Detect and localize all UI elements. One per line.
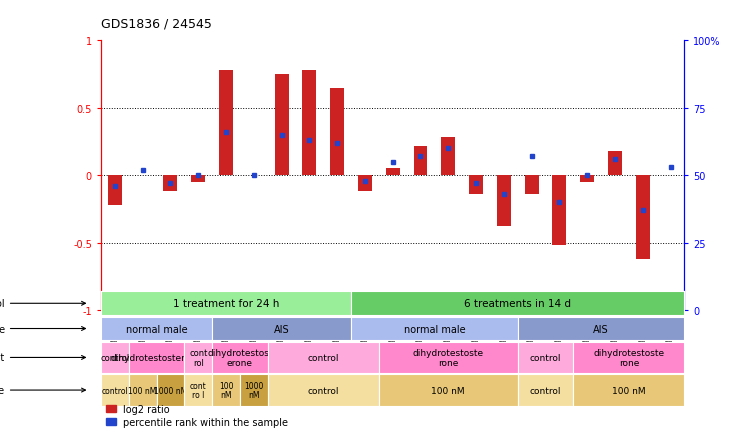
- Text: GDS1836 / 24545: GDS1836 / 24545: [101, 17, 212, 30]
- Text: 1000
nM: 1000 nM: [244, 381, 263, 399]
- Bar: [524, 176, 539, 194]
- Text: control: control: [307, 353, 339, 362]
- Bar: [386, 169, 399, 176]
- Text: disease state: disease state: [0, 324, 85, 334]
- Bar: [636, 176, 650, 259]
- Text: 100 nM: 100 nM: [612, 386, 646, 395]
- Text: dihydrotestoste
rone: dihydrotestoste rone: [413, 349, 484, 367]
- Text: cont
ro l: cont ro l: [190, 381, 206, 399]
- Bar: [553, 176, 566, 246]
- Bar: [164, 176, 177, 192]
- Bar: [497, 176, 511, 227]
- Bar: [414, 146, 427, 176]
- Text: 1 treatment for 24 h: 1 treatment for 24 h: [173, 299, 279, 309]
- Text: control: control: [530, 353, 561, 362]
- Bar: [191, 176, 205, 182]
- Bar: [275, 75, 289, 176]
- Text: AIS: AIS: [593, 324, 609, 334]
- Legend: log2 ratio, percentile rank within the sample: log2 ratio, percentile rank within the s…: [105, 404, 288, 427]
- Bar: [580, 176, 594, 182]
- Text: dose: dose: [0, 385, 85, 395]
- Text: 6 treatments in 14 d: 6 treatments in 14 d: [465, 299, 571, 309]
- Text: normal male: normal male: [404, 324, 465, 334]
- Text: dihydrotestoste
rone: dihydrotestoste rone: [593, 349, 664, 367]
- Text: dihydrotestosterone: dihydrotestosterone: [111, 353, 202, 362]
- Text: normal male: normal male: [126, 324, 187, 334]
- Bar: [441, 138, 456, 176]
- Text: control: control: [100, 353, 129, 362]
- Text: 100
nM: 100 nM: [218, 381, 233, 399]
- Text: agent: agent: [0, 353, 85, 362]
- Text: cont
rol: cont rol: [189, 349, 207, 367]
- Bar: [219, 71, 233, 176]
- Text: control: control: [307, 386, 339, 395]
- Bar: [108, 176, 122, 205]
- Text: protocol: protocol: [0, 299, 85, 309]
- Bar: [330, 88, 344, 176]
- Text: 1000 nM: 1000 nM: [154, 386, 187, 395]
- Text: 100 nM: 100 nM: [432, 386, 465, 395]
- Bar: [302, 71, 316, 176]
- Bar: [469, 176, 483, 194]
- Text: control: control: [102, 386, 128, 395]
- Bar: [608, 151, 622, 176]
- Text: dihydrotestost
erone: dihydrotestost erone: [207, 349, 272, 367]
- Bar: [358, 176, 372, 192]
- Text: AIS: AIS: [274, 324, 289, 334]
- Text: 100 nM: 100 nM: [129, 386, 157, 395]
- Text: control: control: [530, 386, 561, 395]
